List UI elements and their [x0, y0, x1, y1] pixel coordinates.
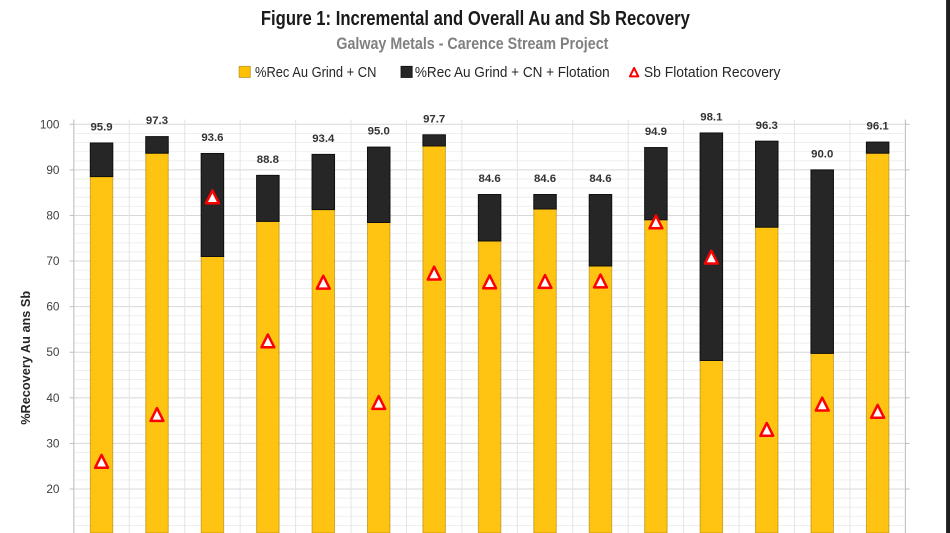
svg-text:88.8: 88.8 — [257, 154, 279, 166]
svg-text:30: 30 — [46, 436, 60, 450]
svg-text:Figure 1: Incremental and Over: Figure 1: Incremental and Overall Au and… — [261, 8, 691, 30]
svg-text:95.0: 95.0 — [368, 126, 390, 138]
svg-text:60: 60 — [46, 300, 60, 314]
svg-text:96.1: 96.1 — [867, 121, 890, 133]
svg-text:93.4: 93.4 — [312, 133, 335, 145]
svg-text:Galway Metals - Carence Stream: Galway Metals - Carence Stream Project — [336, 35, 608, 53]
svg-text:97.7: 97.7 — [423, 113, 445, 125]
svg-text:50: 50 — [46, 345, 60, 359]
svg-text:%Recovery Au ans Sb: %Recovery Au ans Sb — [19, 290, 33, 424]
svg-text:98.1: 98.1 — [700, 112, 723, 124]
svg-text:84.6: 84.6 — [479, 173, 501, 185]
svg-text:Sb Flotation Recovery: Sb Flotation Recovery — [644, 64, 781, 81]
svg-text:90.0: 90.0 — [811, 148, 833, 160]
svg-text:84.6: 84.6 — [534, 173, 556, 185]
svg-text:%Rec Au Grind + CN: %Rec Au Grind + CN — [255, 64, 376, 81]
svg-text:100: 100 — [40, 117, 60, 131]
svg-text:95.9: 95.9 — [90, 122, 112, 134]
svg-text:97.3: 97.3 — [146, 115, 168, 127]
svg-text:93.6: 93.6 — [201, 132, 223, 144]
svg-text:84.6: 84.6 — [589, 173, 611, 185]
svg-text:94.9: 94.9 — [645, 126, 667, 138]
svg-text:70: 70 — [46, 254, 60, 268]
svg-text:40: 40 — [46, 391, 60, 405]
svg-text:90: 90 — [46, 163, 60, 177]
svg-text:96.3: 96.3 — [756, 120, 778, 132]
svg-text:%Rec Au Grind + CN + Flotation: %Rec Au Grind + CN + Flotation — [415, 64, 610, 81]
svg-text:80: 80 — [46, 208, 60, 222]
svg-text:20: 20 — [46, 482, 60, 496]
